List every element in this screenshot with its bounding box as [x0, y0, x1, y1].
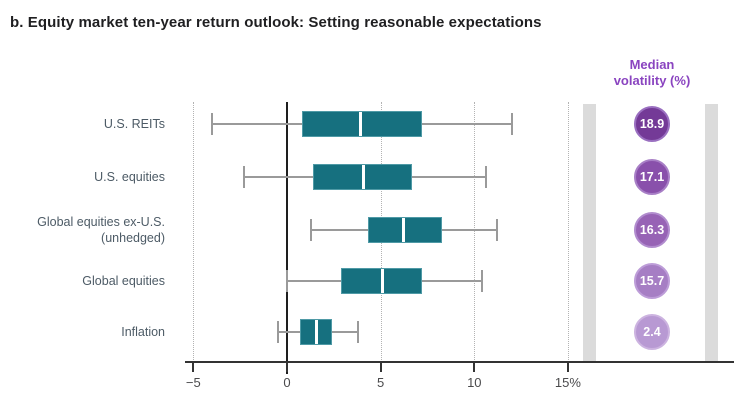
- row-label: U.S. equities: [5, 169, 165, 185]
- row-label-line: Global equities: [82, 274, 165, 288]
- median-volatility-header-line2: volatility (%): [613, 73, 691, 88]
- axis-tick: [192, 363, 195, 372]
- median-line: [362, 165, 366, 189]
- volatility-circle: 2.4: [634, 314, 670, 350]
- axis-tick: [473, 363, 476, 372]
- whisker-cap-right: [495, 219, 498, 241]
- gray-band-right: [705, 104, 718, 361]
- whisker-cap-left: [276, 321, 279, 343]
- axis-tick: [379, 363, 382, 372]
- row-label-line: Global equities ex-U.S.: [37, 215, 165, 229]
- row-label: Global equities: [5, 273, 165, 289]
- whisker-cap-right: [484, 166, 487, 188]
- chart-title: b. Equity market ten-year return outlook…: [10, 14, 542, 31]
- whisker-cap-left: [286, 270, 288, 292]
- row-label-line: U.S. equities: [94, 170, 165, 184]
- median-volatility-header-line1: Median: [629, 57, 675, 72]
- row-label-line: (unhedged): [101, 231, 165, 245]
- gray-band-left: [583, 104, 596, 361]
- axis-tick-label: 0: [283, 375, 291, 390]
- median-line: [401, 218, 405, 242]
- whisker-cap-right: [510, 113, 513, 135]
- median-line: [358, 112, 362, 136]
- axis-tick-label: 5: [377, 375, 385, 390]
- x-axis: [185, 361, 734, 363]
- volatility-circle: 16.3: [634, 212, 670, 248]
- whisker-cap-left: [242, 166, 245, 188]
- median-line: [381, 269, 385, 293]
- whisker-cap-left: [310, 219, 313, 241]
- gridline: [567, 102, 569, 362]
- axis-tick: [286, 363, 288, 372]
- box: [367, 217, 443, 243]
- whisker-cap-left: [211, 113, 214, 135]
- row-label: U.S. REITs: [5, 116, 165, 132]
- median-line: [315, 320, 319, 344]
- gridline: [474, 102, 476, 362]
- volatility-circle: 18.9: [634, 106, 670, 142]
- row-label-line: Inflation: [121, 325, 165, 339]
- axis-tick: [566, 363, 569, 372]
- volatility-circle: 15.7: [634, 263, 670, 299]
- row-label: Global equities ex-U.S. (unhedged): [5, 214, 165, 246]
- whisker-cap-right: [357, 321, 360, 343]
- zero-line: [286, 102, 288, 374]
- whisker-cap-right: [480, 270, 483, 292]
- median-volatility-header: Median volatility (%): [572, 57, 732, 89]
- volatility-circle: 17.1: [634, 159, 670, 195]
- axis-tick-label: −5: [185, 375, 201, 390]
- gridline: [193, 102, 195, 362]
- axis-tick-label: 10: [467, 375, 482, 390]
- row-label-line: U.S. REITs: [103, 117, 165, 131]
- box: [301, 111, 422, 137]
- axis-tick-label: 15%: [554, 375, 581, 390]
- row-label: Inflation: [5, 324, 165, 340]
